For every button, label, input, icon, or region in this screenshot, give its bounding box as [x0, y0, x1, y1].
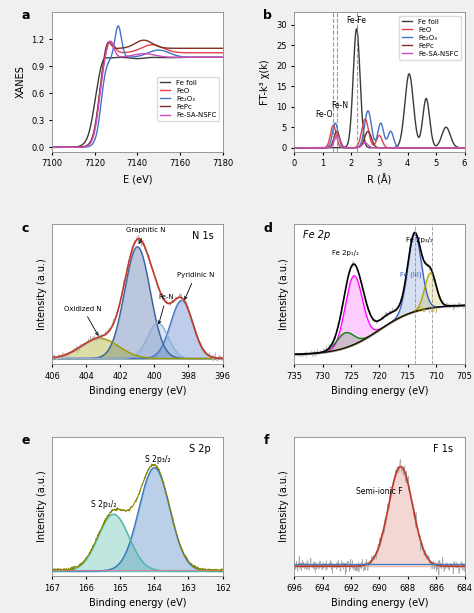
Text: Fe 2p: Fe 2p: [302, 230, 330, 240]
Text: N 1s: N 1s: [192, 232, 214, 242]
Text: e: e: [21, 434, 30, 447]
Legend: Fe foil, FeO, Fe₂O₃, FePc, Fe-SA-NSFC: Fe foil, FeO, Fe₂O₃, FePc, Fe-SA-NSFC: [157, 77, 219, 121]
Text: Fe-N: Fe-N: [158, 294, 174, 324]
Text: Semi-ionic F: Semi-ionic F: [356, 487, 402, 497]
Text: Fe 2p₁/₂: Fe 2p₁/₂: [332, 250, 359, 256]
X-axis label: R (Å): R (Å): [367, 174, 392, 186]
Text: S 2p₁/₂: S 2p₁/₂: [91, 500, 116, 509]
Text: Oxidized N: Oxidized N: [64, 305, 101, 335]
Text: F 1s: F 1s: [433, 444, 453, 454]
Text: Fe-O: Fe-O: [315, 110, 333, 119]
Y-axis label: Intensity (a.u.): Intensity (a.u.): [279, 258, 289, 330]
Text: Pyridinic N: Pyridinic N: [177, 272, 214, 299]
X-axis label: Binding energy (eV): Binding energy (eV): [330, 386, 428, 396]
Text: S 2p₃/₂: S 2p₃/₂: [145, 455, 171, 465]
Y-axis label: XANES: XANES: [16, 66, 26, 99]
Text: d: d: [264, 222, 273, 235]
Text: S 2p: S 2p: [189, 444, 210, 454]
Y-axis label: Intensity (a.u.): Intensity (a.u.): [36, 258, 46, 330]
X-axis label: Binding energy (eV): Binding energy (eV): [330, 598, 428, 609]
Y-axis label: Intensity (a.u.): Intensity (a.u.): [36, 471, 46, 543]
Text: c: c: [21, 222, 29, 235]
X-axis label: Binding energy (eV): Binding energy (eV): [89, 598, 186, 609]
Y-axis label: Intensity (a.u.): Intensity (a.u.): [279, 471, 289, 543]
X-axis label: Binding energy (eV): Binding energy (eV): [89, 386, 186, 396]
Text: Graphitic N: Graphitic N: [126, 227, 165, 243]
X-axis label: E (eV): E (eV): [123, 174, 152, 184]
Text: Fe (III): Fe (III): [400, 271, 421, 278]
Text: Fe 2p₃/₂: Fe 2p₃/₂: [406, 237, 432, 243]
Text: Fe (II): Fe (II): [418, 306, 438, 313]
Text: a: a: [21, 9, 30, 23]
Text: Fe-Fe: Fe-Fe: [346, 15, 366, 25]
Y-axis label: FT-k³ χ(k): FT-k³ χ(k): [260, 59, 270, 105]
Text: b: b: [264, 9, 273, 23]
Text: f: f: [264, 434, 269, 447]
Text: Fe-N: Fe-N: [331, 101, 349, 110]
Legend: Fe foil, FeO, Fe₂O₃, FePc, Fe-SA-NSFC: Fe foil, FeO, Fe₂O₃, FePc, Fe-SA-NSFC: [399, 16, 461, 59]
